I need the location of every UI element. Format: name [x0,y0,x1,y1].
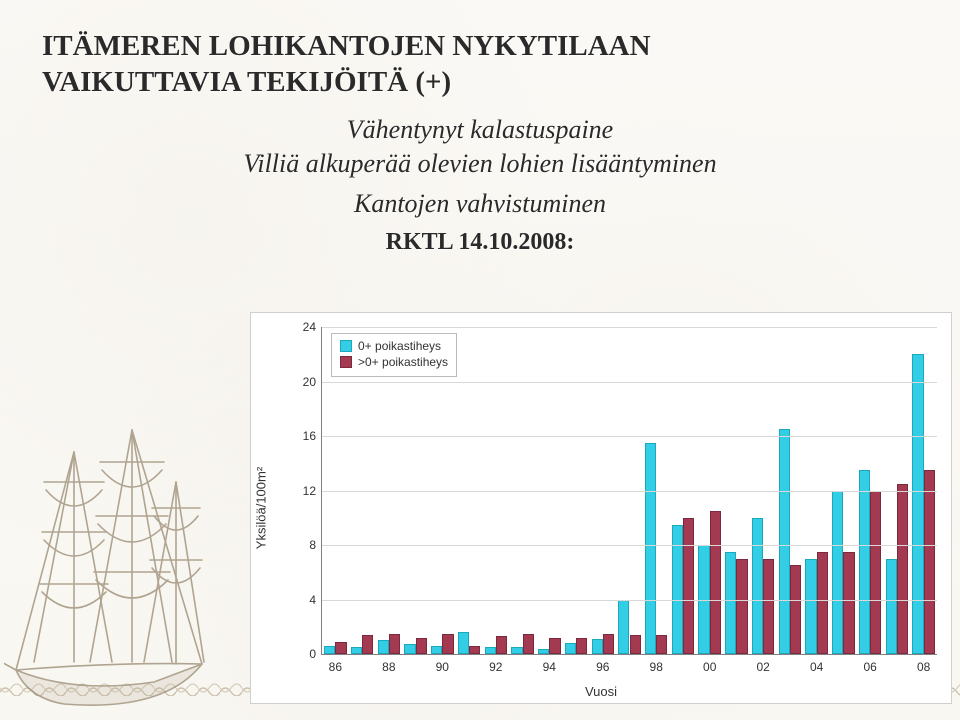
chart-gridline [322,491,937,492]
bar-series0 [645,443,656,654]
bar-series1 [549,638,560,654]
legend-swatch-cyan [340,340,352,352]
page-title: ITÄMEREN LOHIKANTOJEN NYKYTILAAN VAIKUTT… [42,28,918,101]
chart-xlabel: Vuosi [585,684,617,699]
bar-series1 [763,559,774,654]
chart-xtick: 98 [650,660,663,674]
bar-series0 [672,525,683,654]
chart-ytick: 4 [288,593,316,607]
chart-xtick: 92 [489,660,502,674]
bar-series1 [576,638,587,654]
bullet-2: Villiä alkuperää olevien lohien lisäänty… [42,149,918,179]
bar-series1 [710,511,721,654]
chart-xtick: 02 [757,660,770,674]
chart-ytick: 0 [288,647,316,661]
chart-gridline [322,545,937,546]
bar-series0 [805,559,816,654]
chart-ytick: 8 [288,538,316,552]
bar-series0 [752,518,763,654]
bar-series1 [416,638,427,654]
source-label: RKTL 14.10.2008: [42,229,918,256]
chart-xtick: 06 [863,660,876,674]
legend-label-1: >0+ poikastiheys [358,354,448,370]
legend-item-1: >0+ poikastiheys [340,354,448,370]
bar-series1 [790,565,801,654]
chart-gridline [322,600,937,601]
chart-ytick: 24 [288,320,316,334]
density-chart: Yksilöä/100m² 04812162024868890929496980… [250,312,952,704]
bar-series0 [351,647,362,654]
bullet-3: Kantojen vahvistuminen [42,189,918,219]
bar-series1 [870,491,881,655]
chart-ytick: 12 [288,484,316,498]
bar-series1 [630,635,641,654]
bar-series0 [565,643,576,654]
bullet-1: Vähentynyt kalastuspaine [42,115,918,145]
bar-series0 [779,429,790,654]
bar-series0 [511,647,522,654]
chart-gridline [322,327,937,328]
chart-xtick: 94 [543,660,556,674]
bar-series1 [362,635,373,654]
chart-xtick: 96 [596,660,609,674]
bar-series0 [832,491,843,655]
bar-series0 [378,640,389,654]
chart-xtick: 90 [436,660,449,674]
legend-swatch-maroon [340,356,352,368]
title-line-1: ITÄMEREN LOHIKANTOJEN NYKYTILAAN [42,30,651,62]
chart-gridline [322,436,937,437]
bar-series1 [924,470,935,654]
bar-series0 [912,354,923,654]
bar-series0 [886,559,897,654]
chart-gridline [322,382,937,383]
bar-series1 [843,552,854,654]
chart-xtick: 86 [329,660,342,674]
bar-series1 [389,634,400,654]
bar-series0 [485,647,496,654]
bar-series0 [404,644,415,654]
bar-series1 [683,518,694,654]
bar-series1 [523,634,534,654]
bar-series1 [736,559,747,654]
bar-series0 [538,649,549,654]
chart-ytick: 20 [288,375,316,389]
bar-series0 [458,632,469,654]
bar-series0 [431,646,442,654]
chart-ytick: 16 [288,429,316,443]
bar-series1 [496,636,507,654]
bar-series0 [592,639,603,654]
bar-series0 [725,552,736,654]
bar-series1 [442,634,453,654]
chart-xtick: 04 [810,660,823,674]
chart-xtick: 08 [917,660,930,674]
title-line-2: VAIKUTTAVIA TEKIJÖITÄ (+) [42,66,451,98]
legend-label-0: 0+ poikastiheys [358,338,441,354]
bar-series0 [859,470,870,654]
bar-series1 [656,635,667,654]
legend-item-0: 0+ poikastiheys [340,338,448,354]
bar-series0 [618,600,629,655]
chart-legend: 0+ poikastiheys >0+ poikastiheys [331,333,457,377]
bar-series1 [335,642,346,654]
bar-series1 [897,484,908,654]
bar-series1 [603,634,614,654]
bar-series1 [469,646,480,654]
chart-xtick: 00 [703,660,716,674]
chart-ylabel: Yksilöä/100m² [254,467,269,549]
ship-icon [4,412,224,712]
chart-xtick: 88 [382,660,395,674]
bar-series0 [324,646,335,654]
bar-series1 [817,552,828,654]
